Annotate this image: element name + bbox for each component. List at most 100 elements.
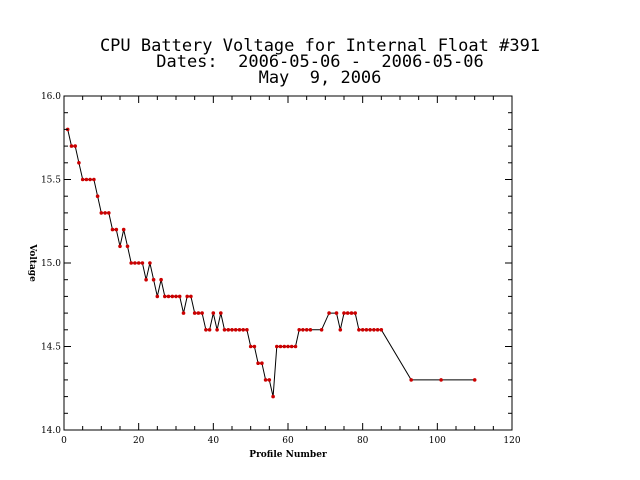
x-tick-label: 0 [61, 436, 67, 446]
data-point [349, 311, 354, 315]
data-point [233, 328, 238, 332]
data-point [293, 344, 298, 349]
data-point [334, 311, 339, 315]
data-point [472, 378, 477, 382]
data-point [237, 328, 242, 332]
y-tick-label: 15.5 [41, 176, 61, 186]
series-line [67, 129, 475, 397]
data-point [159, 277, 163, 282]
x-tick-label: 40 [208, 436, 220, 446]
data-point [357, 328, 361, 332]
data-point [107, 211, 111, 215]
data-point [136, 261, 141, 265]
data-point [121, 227, 126, 232]
data-point [256, 361, 260, 366]
data-point [84, 177, 89, 182]
data-point [241, 328, 245, 332]
data-point [200, 311, 204, 315]
data-point [439, 378, 443, 382]
data-point [155, 294, 160, 299]
data-point [245, 328, 249, 332]
data-point [215, 328, 219, 332]
data-point [211, 311, 216, 315]
data-point [80, 177, 85, 182]
data-point [226, 328, 231, 332]
x-tick-label: 60 [282, 436, 294, 446]
data-point [360, 328, 365, 332]
y-tick-label: 15.0 [41, 259, 61, 269]
data-point [263, 378, 268, 382]
data-point [114, 227, 119, 232]
data-point [364, 328, 369, 332]
data-point [260, 361, 264, 366]
data-point [308, 328, 313, 332]
x-tick-label: 120 [503, 436, 520, 446]
data-point [133, 261, 137, 265]
data-point [409, 378, 414, 382]
x-tick-label: 100 [429, 436, 446, 446]
data-point [125, 244, 130, 249]
data-point [163, 294, 167, 299]
data-point [252, 344, 257, 349]
data-point [353, 311, 358, 315]
chart-title-line-1: CPU Battery Voltage for Internal Float #… [99, 36, 541, 56]
data-point [103, 211, 107, 215]
chart-title-line-3: May 9, 2006 [258, 68, 382, 88]
data-point [372, 328, 376, 332]
data-point [140, 261, 145, 265]
data-point [92, 177, 96, 182]
data-point [196, 311, 201, 315]
data-point [207, 328, 212, 332]
data-point [77, 161, 81, 165]
data-point [282, 344, 287, 349]
data-point [95, 194, 100, 198]
data-point [345, 311, 350, 315]
data-point [170, 294, 175, 299]
axes-layer: 0 20 40 60 80 100 120 14.0 14.5 15.0 15.5 16.0 [41, 92, 521, 446]
data-point [148, 261, 152, 265]
data-point [379, 328, 384, 332]
data-point [192, 311, 197, 315]
series-layer [65, 127, 477, 399]
data-point [278, 344, 283, 349]
data-point [248, 344, 253, 349]
data-point [304, 328, 309, 332]
data-point [118, 244, 122, 249]
data-point [327, 311, 331, 315]
data-point [174, 294, 178, 299]
data-point [151, 277, 156, 282]
data-point [342, 311, 346, 315]
data-point [271, 394, 275, 399]
data-point [289, 344, 294, 349]
y-tick-label: 16.0 [41, 92, 61, 102]
data-point [181, 311, 186, 315]
data-point [185, 294, 189, 299]
data-point [129, 261, 133, 265]
data-point [69, 144, 74, 148]
chart-title-line-2: Dates: 2006-05-06 - 2006-05-06 [156, 52, 484, 72]
y-tick-label: 14.0 [41, 426, 61, 436]
x-axis-label: Profile Number [249, 450, 327, 460]
data-point [110, 227, 115, 232]
data-point [189, 294, 193, 299]
data-point [219, 311, 223, 315]
data-point [88, 177, 92, 182]
data-point [99, 211, 104, 215]
data-point [73, 144, 77, 148]
data-point [177, 294, 182, 299]
data-point [166, 294, 171, 299]
data-point [230, 328, 234, 332]
data-point [286, 344, 290, 349]
data-point [144, 277, 148, 282]
data-point [319, 328, 324, 332]
data-point [275, 344, 279, 349]
x-tick-label: 80 [357, 436, 369, 446]
data-point [375, 328, 380, 332]
data-point [368, 328, 372, 332]
y-axis-label: Voltage [27, 243, 37, 282]
data-point [222, 328, 227, 332]
data-point [338, 328, 343, 332]
data-point [267, 378, 272, 382]
data-point [297, 328, 302, 332]
